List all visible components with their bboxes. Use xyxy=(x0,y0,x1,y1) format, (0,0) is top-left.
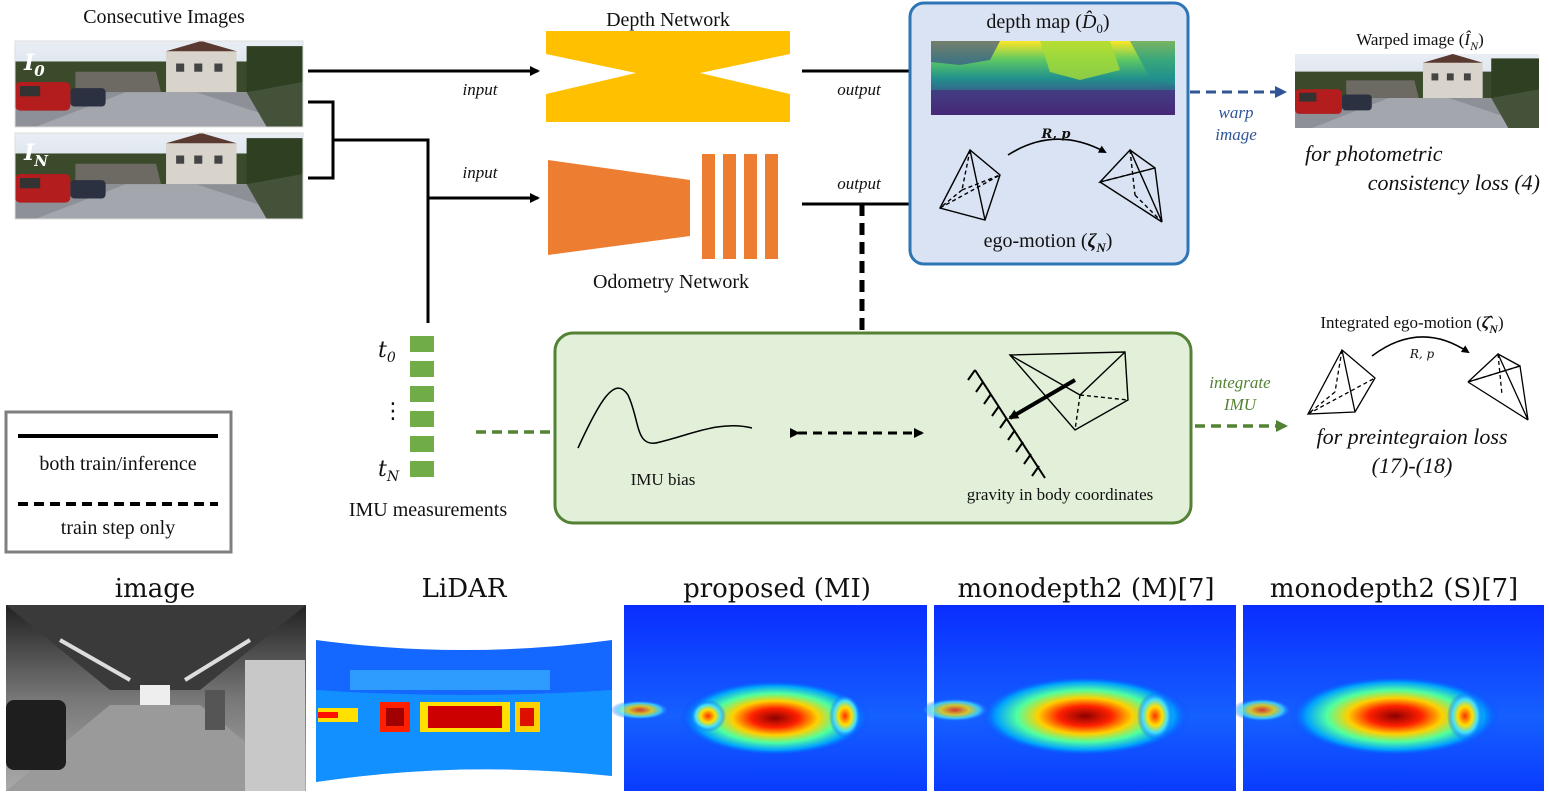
caption-monodepth2-s: monodepth2 (S)[7] xyxy=(1270,574,1518,604)
body-frame-camera-icon xyxy=(1008,351,1129,431)
proposed-depth-heatmap xyxy=(610,605,927,791)
preintegration-loss-line1: for preintegraion loss xyxy=(1316,424,1507,449)
depth-network-shape xyxy=(546,31,790,122)
gravity-arrow xyxy=(1008,378,1077,420)
odometry-network-title: Odometry Network xyxy=(593,271,749,293)
imu-samples xyxy=(410,336,434,477)
integrated-pose-start-icon xyxy=(1306,348,1376,415)
imu-dots: ⋮ xyxy=(382,399,404,424)
network-output-arrows xyxy=(802,66,930,209)
warp-label-line2: image xyxy=(1215,125,1257,144)
depth-map-image xyxy=(931,41,1175,115)
legend-solid-label: both train/inference xyxy=(39,453,196,475)
monodepth2-s-depth-heatmap xyxy=(1232,605,1544,791)
imu-tn-label: tN xyxy=(378,457,400,485)
ego-motion-label: ego-motion (ζN) xyxy=(984,230,1113,255)
gravity-wall-icon xyxy=(967,369,1046,479)
image-connectors xyxy=(308,66,540,323)
frame-i0-image xyxy=(14,40,304,128)
camera-pose-end-icon xyxy=(1097,148,1163,223)
integrated-egomotion-title: Integrated ego-motion (ζ̂N) xyxy=(1320,313,1503,336)
caption-proposed: proposed (MI) xyxy=(683,574,871,604)
depth-network-title: Depth Network xyxy=(606,9,730,31)
integrated-pose-end-icon xyxy=(1467,352,1529,421)
pose-rp-label: R, p xyxy=(1041,127,1071,142)
odometry-encoder-shape xyxy=(548,160,690,255)
warped-image-title: Warped image (ÎN) xyxy=(1356,30,1484,53)
photometric-loss-line1: for photometric xyxy=(1305,141,1443,166)
caption-lidar: LiDAR xyxy=(422,574,508,604)
frame-in-image xyxy=(14,132,304,220)
integrate-label-line1: integrate xyxy=(1209,373,1271,392)
depth-map-label: depth map (D̂0) xyxy=(986,10,1109,36)
odometry-output-label: output xyxy=(837,174,882,193)
garage-grayscale-image xyxy=(6,605,306,791)
imu-bias-curve xyxy=(577,387,753,449)
pose-transition-arrow xyxy=(1007,138,1107,156)
frame-in-label: IN xyxy=(23,140,49,170)
depth-output-label: output xyxy=(837,80,882,99)
caption-image: image xyxy=(115,574,196,604)
legend-dashed-label: train step only xyxy=(61,517,175,539)
imu-t0-label: t0 xyxy=(378,338,396,366)
imu-bias-label: IMU bias xyxy=(631,470,696,489)
caption-monodepth2-m: monodepth2 (M)[7] xyxy=(957,574,1214,604)
lidar-depth-image xyxy=(316,640,612,782)
imu-measurements-label: IMU measurements xyxy=(349,499,508,521)
warped-image xyxy=(1295,54,1539,128)
monodepth2-m-depth-heatmap xyxy=(920,605,1236,791)
preintegration-loss-line2: (17)-(18) xyxy=(1372,453,1453,478)
odometry-input-label: input xyxy=(463,163,499,182)
odometry-fc-layers xyxy=(702,154,778,259)
gravity-label: gravity in body coordinates xyxy=(967,485,1154,504)
camera-pose-start-icon xyxy=(938,148,1001,221)
integrate-label-line2: IMU xyxy=(1223,395,1258,414)
consecutive-images-title: Consecutive Images xyxy=(83,6,245,28)
photometric-loss-line2: consistency loss (4) xyxy=(1368,170,1540,195)
depth-input-label: input xyxy=(463,80,499,99)
integrated-rp-label: R, p xyxy=(1409,347,1435,361)
integrated-transition-arrow xyxy=(1371,336,1470,357)
frame-i0-label: I0 xyxy=(23,50,45,80)
warp-label-line1: warp xyxy=(1219,103,1254,122)
